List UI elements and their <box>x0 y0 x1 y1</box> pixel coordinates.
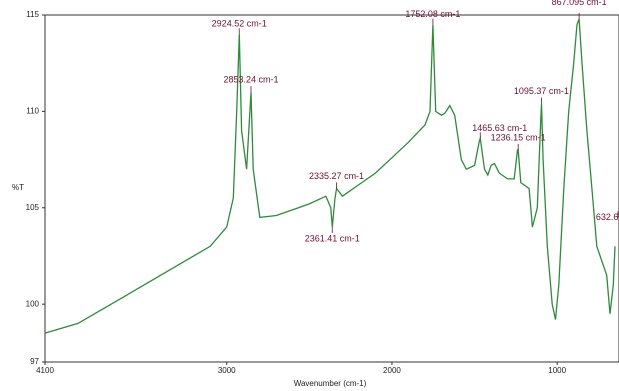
y-tick-label: 97 <box>30 357 39 366</box>
spectrum-line <box>44 18 616 334</box>
peak-label: 632.63 <box>596 212 619 222</box>
plot-frame <box>44 14 619 363</box>
peak-label: 1095.37 cm-1 <box>514 86 569 96</box>
y-tick-label: 115 <box>26 10 39 19</box>
y-tick-label: 105 <box>26 203 40 212</box>
peak-label: 2853.24 cm-1 <box>223 74 278 84</box>
y-tick-label: 110 <box>26 106 39 115</box>
x-axis-label: Wavenumber (cm-1) <box>294 379 367 388</box>
x-tick-label: 4100 <box>36 366 54 375</box>
peak-label: 2361.41 cm-1 <box>305 233 360 243</box>
peak-label: 1236.15 cm-1 <box>491 132 546 142</box>
peak-label: 1465.63 cm-1 <box>472 123 527 133</box>
peak-label: 2335.27 cm-1 <box>309 171 364 181</box>
x-tick-label: 3000 <box>218 366 236 375</box>
y-axis-label: %T <box>12 183 24 192</box>
peak-label: 2924.52 cm-1 <box>212 19 267 29</box>
x-tick-label: 2000 <box>383 366 401 375</box>
x-tick-label: 1000 <box>548 366 566 375</box>
peak-label: 867.095 cm-1 <box>552 0 607 7</box>
y-tick-label: 100 <box>26 299 40 308</box>
peak-label: 1752.08 cm-1 <box>405 9 460 19</box>
